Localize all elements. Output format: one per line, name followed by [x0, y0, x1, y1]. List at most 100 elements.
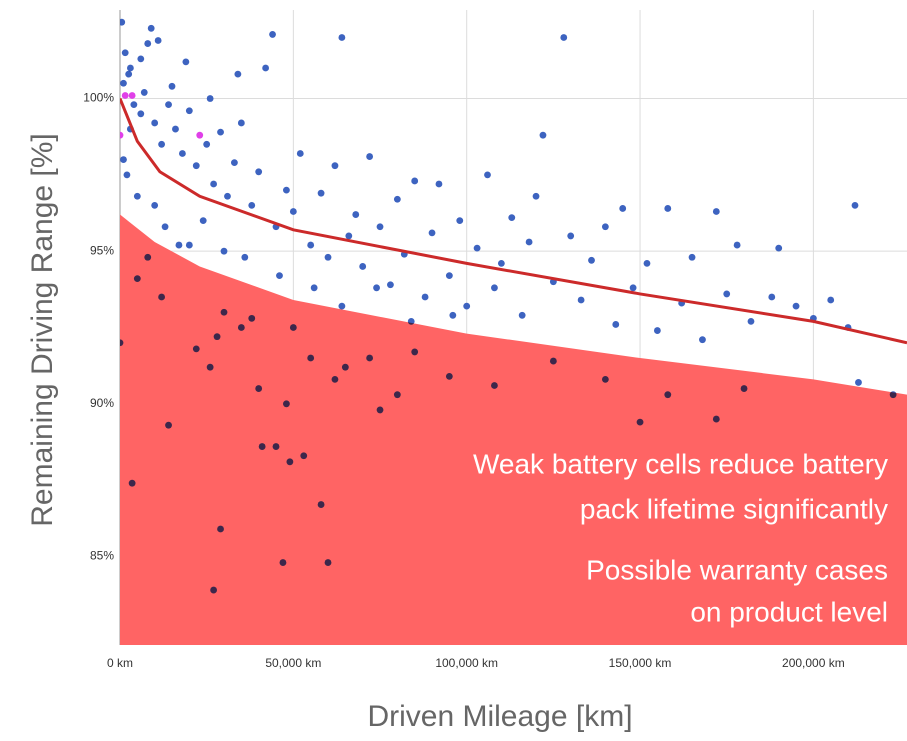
data-point: [307, 241, 315, 249]
data-point: [133, 192, 141, 200]
data-point: [206, 95, 214, 102]
data-point: [269, 31, 276, 38]
data-point: [567, 232, 575, 240]
data-point: [289, 324, 297, 331]
data-point: [165, 101, 172, 109]
data-point: [220, 308, 228, 316]
data-point: [210, 180, 218, 188]
data-point: [359, 263, 367, 270]
data-point: [272, 443, 280, 450]
data-point: [175, 241, 183, 249]
data-point: [151, 201, 159, 209]
data-point: [473, 244, 481, 252]
data-point: [165, 421, 172, 429]
data-point: [518, 311, 526, 319]
x-tick-label: 200,000 km: [782, 656, 845, 670]
data-point: [345, 232, 353, 240]
data-point: [317, 189, 325, 197]
data-point: [352, 211, 360, 218]
data-point: [258, 443, 266, 450]
data-point: [435, 180, 443, 188]
data-point: [151, 119, 159, 127]
data-point: [428, 229, 436, 237]
plot-area: [120, 18, 907, 645]
y-tick-label: 90%: [90, 396, 114, 410]
data-point: [387, 281, 394, 289]
labels: Driven Mileage [km] Remaining Driving Ra…: [26, 91, 888, 733]
data-point: [130, 101, 138, 109]
data-point: [588, 256, 595, 264]
data-point: [137, 55, 145, 63]
data-point: [601, 223, 609, 231]
data-point: [827, 296, 835, 304]
data-point: [237, 324, 245, 331]
data-point: [411, 177, 419, 185]
data-point: [338, 34, 346, 41]
data-point: [577, 296, 585, 304]
data-point: [172, 125, 179, 133]
data-point: [338, 302, 346, 310]
data-point: [393, 195, 401, 203]
data-point: [248, 314, 256, 322]
data-point: [192, 345, 200, 353]
trend-line: [120, 97, 907, 345]
data-point: [792, 302, 800, 310]
data-point: [366, 153, 374, 160]
data-point: [421, 293, 429, 301]
data-point: [255, 385, 263, 392]
data-point: [120, 131, 124, 139]
data-point: [612, 321, 620, 328]
data-point: [740, 385, 748, 392]
data-point: [192, 162, 200, 170]
x-tick-label: 0 km: [107, 656, 133, 670]
data-point: [248, 201, 256, 209]
data-point: [855, 379, 862, 386]
data-point: [747, 317, 755, 325]
data-point: [120, 18, 126, 26]
data-point: [213, 333, 221, 341]
data-point: [185, 241, 193, 249]
data-point: [324, 253, 332, 261]
y-tick-label: 95%: [90, 243, 114, 257]
data-point: [445, 372, 453, 380]
data-point: [768, 293, 776, 301]
data-point: [300, 452, 308, 460]
data-point: [317, 501, 325, 508]
data-point: [331, 162, 339, 170]
data-point: [376, 223, 384, 231]
data-point: [411, 348, 419, 356]
annotation: Possible warranty cases: [586, 554, 888, 585]
x-tick-label: 100,000 km: [435, 656, 498, 670]
data-point: [128, 92, 136, 99]
data-point: [121, 92, 129, 99]
data-point: [688, 253, 696, 261]
data-point: [283, 400, 290, 408]
data-point: [237, 119, 245, 127]
data-point: [241, 253, 249, 261]
data-point: [699, 336, 706, 344]
data-point: [279, 559, 287, 566]
data-point: [276, 272, 283, 280]
data-point: [283, 186, 290, 194]
y-tick-label: 85%: [90, 549, 114, 563]
data-point: [539, 131, 547, 139]
data-point: [601, 375, 609, 383]
data-point: [217, 128, 224, 136]
data-point: [231, 159, 238, 167]
warning-area: [120, 214, 907, 645]
data-point: [147, 24, 155, 32]
data-point: [125, 70, 133, 78]
data-point: [196, 131, 204, 139]
data-point: [133, 275, 141, 283]
data-point: [712, 208, 720, 215]
data-point: [508, 214, 516, 221]
data-point: [664, 391, 672, 399]
data-point: [484, 171, 491, 179]
data-point: [376, 406, 384, 414]
annotation: Weak battery cells reduce battery: [473, 448, 888, 479]
data-point: [456, 217, 464, 225]
annotation: on product level: [690, 596, 888, 627]
data-point: [206, 363, 214, 371]
data-point: [636, 418, 644, 426]
